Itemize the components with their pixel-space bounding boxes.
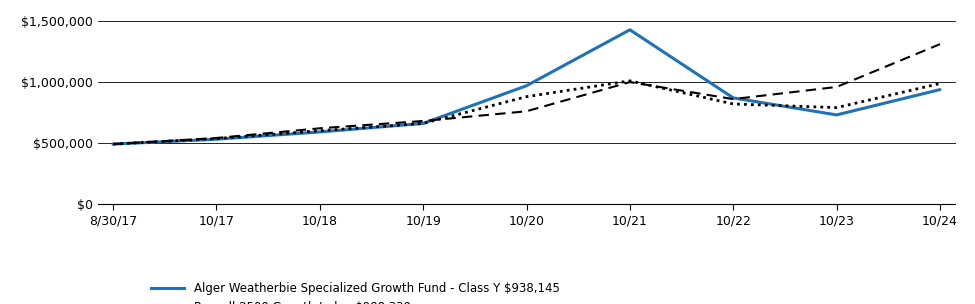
- Legend: Alger Weatherbie Specialized Growth Fund - Class Y $938,145, Russell 2500 Growth: Alger Weatherbie Specialized Growth Fund…: [146, 278, 565, 304]
